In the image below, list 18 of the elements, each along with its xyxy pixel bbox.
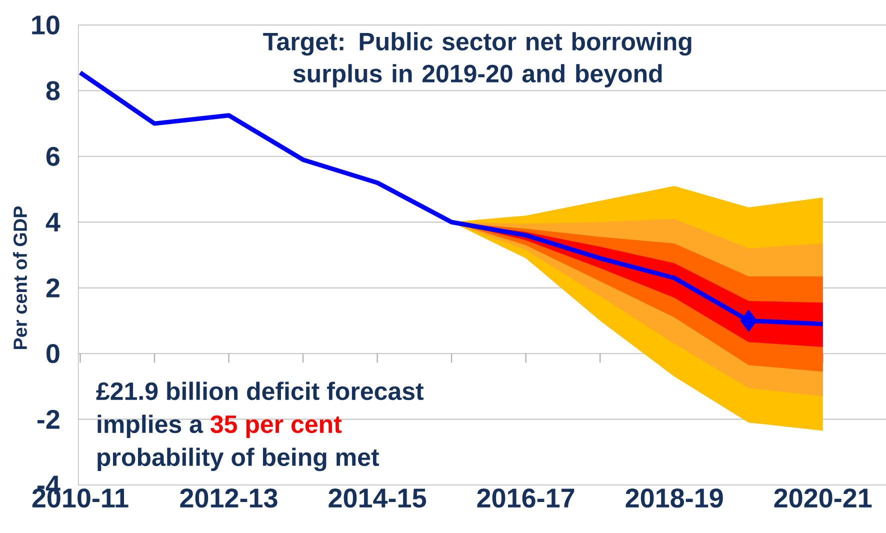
y-tick-label: 6 [46, 146, 60, 166]
y-tick-label: 0 [46, 344, 60, 364]
y-tick-label: -2 [38, 410, 60, 429]
y-tick-label: 10 [32, 15, 60, 35]
y-tick-label: 4 [46, 212, 60, 232]
x-tick-label: 2016-17 [477, 488, 574, 508]
y-axis-title: Per cent of GDP [13, 206, 27, 350]
annotation: 35 per cent [210, 415, 342, 438]
x-tick-label: 2020-21 [774, 488, 872, 508]
x-tick-label: 2014-15 [328, 488, 426, 508]
annotation: implies a [98, 414, 204, 438]
y-tick-label: 2 [46, 278, 60, 298]
annotation: £21.9 billion deficit forecast [96, 382, 424, 400]
x-tick-label: 2018-19 [626, 488, 723, 508]
annotation: Target: Public sector net borrowing surplus in 2019-20 and beyond [263, 32, 692, 88]
annotation: probability of being met [98, 448, 380, 472]
x-tick-label: 2012-13 [180, 488, 278, 508]
y-tick-label: 8 [46, 81, 60, 100]
